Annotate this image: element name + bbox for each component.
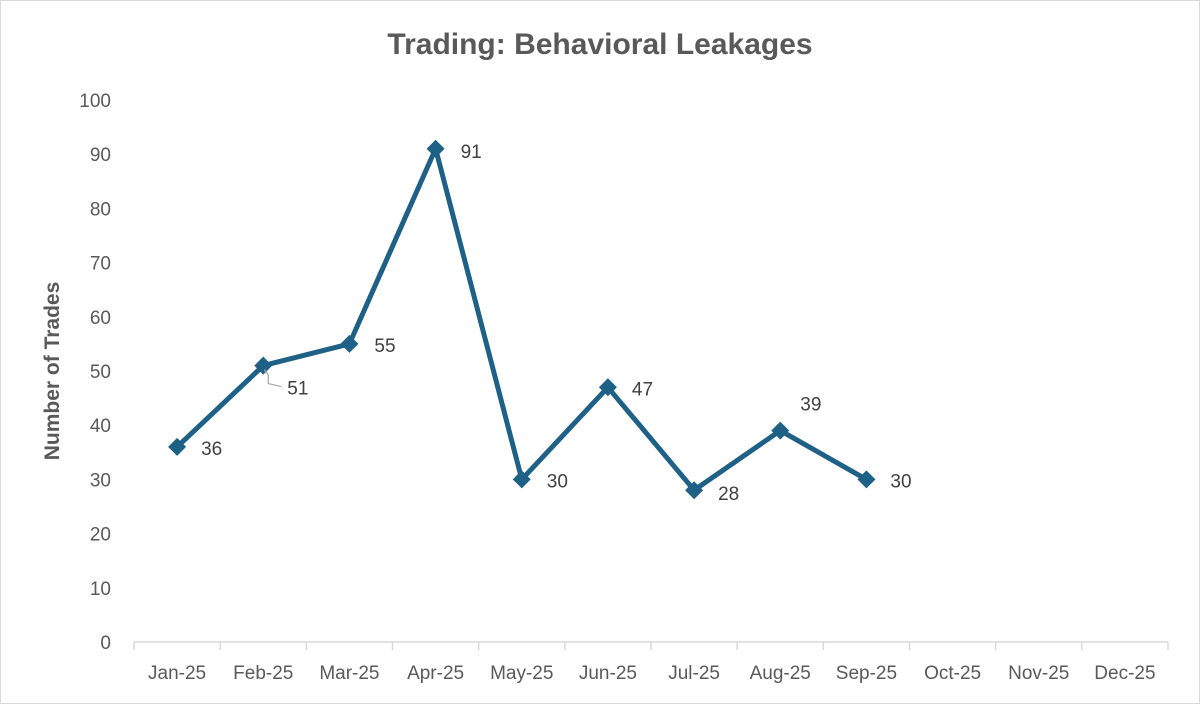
y-tick-label: 70 — [90, 254, 111, 275]
y-tick-label: 60 — [90, 308, 111, 329]
data-series — [168, 139, 876, 500]
x-tick-label: Jan-25 — [148, 663, 206, 684]
data-point-marker — [254, 356, 273, 375]
chart-title: Trading: Behavioral Leakages — [387, 28, 812, 61]
y-tick-label: 80 — [90, 199, 111, 220]
data-label-leader-line — [263, 369, 282, 388]
data-label: 30 — [547, 471, 568, 492]
data-point-marker — [685, 481, 704, 500]
data-point-marker — [771, 421, 790, 440]
data-label: 36 — [201, 439, 222, 460]
data-label: 51 — [287, 379, 308, 400]
data-point-marker — [426, 139, 445, 158]
y-axis-title: Number of Trades — [41, 282, 64, 461]
data-point-marker — [857, 470, 876, 489]
x-tick-label: Oct-25 — [924, 663, 981, 684]
series-line — [174, 146, 869, 493]
data-point-marker — [598, 378, 617, 397]
x-tick-label: Feb-25 — [233, 663, 293, 684]
y-tick-label: 40 — [90, 416, 111, 437]
data-label: 39 — [800, 395, 821, 416]
x-tick-label: Jul-25 — [668, 663, 720, 684]
x-tick-label: Mar-25 — [319, 663, 379, 684]
data-label: 28 — [718, 484, 739, 505]
data-label: 47 — [632, 379, 653, 400]
data-label: 30 — [890, 471, 911, 492]
x-tick-label: May-25 — [490, 663, 553, 684]
data-labels: 36 51 55 91 30 47 28 39 30 — [201, 142, 911, 505]
data-point-marker — [340, 334, 359, 353]
y-axis: 0 10 20 30 40 50 60 70 80 90 100 — [79, 91, 111, 654]
y-tick-label: 10 — [90, 579, 111, 600]
y-tick-label: 100 — [79, 91, 111, 112]
y-tick-label: 30 — [90, 470, 111, 491]
x-axis: Jan-25 Feb-25 Mar-25 Apr-25 May-25 Jun-25 Jul-… — [133, 641, 1169, 684]
x-tick-label: Aug-25 — [750, 663, 811, 684]
data-label: 55 — [374, 336, 395, 357]
x-tick-label: Nov-25 — [1008, 663, 1069, 684]
data-point-marker — [512, 470, 531, 489]
y-tick-label: 90 — [90, 145, 111, 166]
y-tick-label: 0 — [100, 633, 111, 654]
x-tick-label: Jun-25 — [579, 663, 637, 684]
x-tick-label: Sep-25 — [836, 663, 897, 684]
y-tick-label: 20 — [90, 525, 111, 546]
data-label: 91 — [461, 142, 482, 163]
x-tick-label: Dec-25 — [1094, 663, 1155, 684]
y-tick-label: 50 — [90, 362, 111, 383]
data-point-marker — [168, 437, 187, 456]
x-tick-label: Apr-25 — [407, 663, 464, 684]
